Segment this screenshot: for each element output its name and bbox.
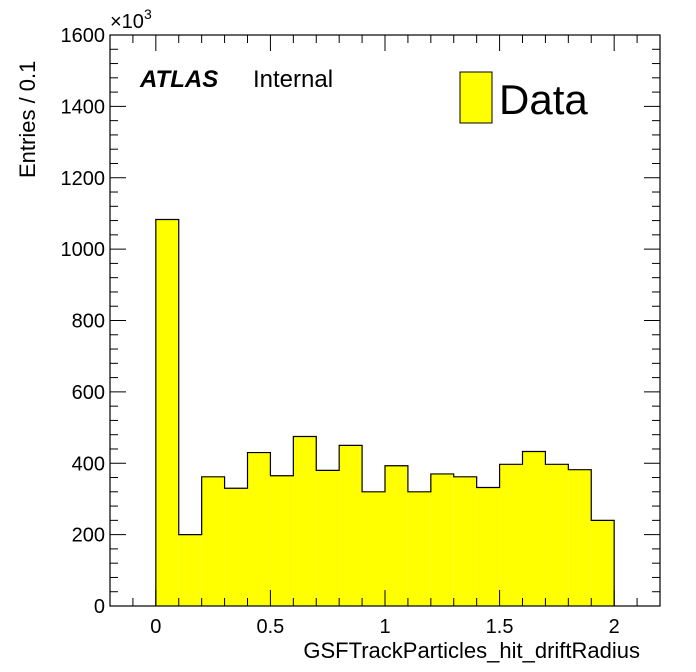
legend-entry-label: Data: [499, 76, 588, 123]
y-tick-label: 600: [72, 382, 105, 404]
x-tick-label: 1: [379, 616, 390, 638]
histogram-bar: [362, 491, 385, 606]
x-tick-label: 0: [150, 616, 161, 638]
histogram-bar: [270, 475, 294, 606]
x-axis-ticks: 0 0.5 1 1.5 2: [109, 35, 661, 638]
histogram-bar: [201, 476, 225, 606]
y-tick-label: 800: [72, 311, 105, 333]
histogram-bar: [545, 464, 569, 606]
y-tick-label: 400: [72, 453, 105, 475]
histogram-bar: [247, 452, 271, 606]
y-tick-label: 1000: [61, 239, 106, 261]
histogram-bar: [430, 473, 454, 606]
x-tick-label: 2: [609, 616, 620, 638]
histogram-bar: [178, 534, 202, 606]
atlas-label: ATLAS: [139, 66, 218, 93]
histogram-bar: [476, 487, 500, 606]
legend-swatch: [459, 71, 493, 124]
y-tick-label: 200: [72, 525, 105, 547]
histogram-bar: [155, 219, 179, 606]
histogram-bar: [568, 469, 592, 606]
legend: Data: [459, 71, 588, 124]
y-multiplier-label: ×103: [110, 6, 152, 33]
histogram-outline: [155, 218, 615, 606]
x-tick-label: 0.5: [257, 616, 285, 638]
histogram-bar: [522, 451, 546, 606]
histogram-bar: [591, 520, 615, 606]
y-tick-label: 1400: [61, 96, 106, 118]
histogram-bars: [155, 218, 615, 606]
histogram-bar: [385, 465, 408, 606]
y-axis-ticks: 0 200 400 600 800 1000 1200 1400 1600: [61, 25, 660, 618]
y-axis-title: Entries / 0.1: [15, 61, 40, 178]
histogram-bar: [339, 445, 363, 606]
atlas-sublabel: Internal: [253, 66, 333, 93]
histogram-bar: [453, 476, 477, 606]
y-tick-label: 1600: [61, 25, 106, 47]
histogram-bar: [499, 464, 523, 606]
x-tick-label: 1.5: [486, 616, 514, 638]
histogram-bar: [316, 470, 340, 606]
histogram-bar: [293, 436, 317, 606]
histogram-bar: [224, 488, 248, 606]
histogram-bar: [407, 491, 431, 606]
x-axis-title: GSFTrackParticles_hit_driftRadius: [303, 638, 640, 663]
y-tick-label: 1200: [61, 168, 106, 190]
y-tick-label: 0: [94, 596, 105, 618]
